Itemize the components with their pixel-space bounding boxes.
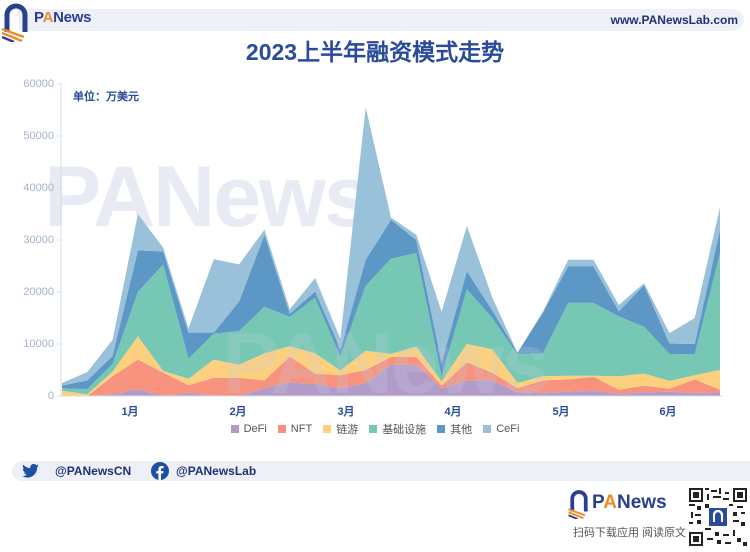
legend-swatch-icon — [483, 425, 492, 433]
y-tick: 60000 — [23, 78, 54, 90]
x-tick: 2月 — [229, 406, 247, 418]
legend-swatch-icon — [230, 425, 239, 433]
y-tick-marks — [57, 83, 61, 397]
x-tick: 1月 — [121, 406, 139, 418]
footer-brand: PANews — [592, 492, 667, 513]
legend-swatch-icon — [437, 425, 446, 433]
legend-swatch-icon — [369, 425, 378, 433]
legend-swatch-icon — [277, 425, 286, 433]
footer-tagline: 扫码下载应用 阅读原文 — [573, 527, 687, 539]
area-layers — [62, 107, 720, 396]
facebook-icon — [151, 462, 169, 480]
facebook-link[interactable]: @PANewsLab — [151, 461, 256, 481]
x-tick: 3月 — [337, 406, 355, 418]
social-bar — [12, 461, 750, 481]
y-tick: 40000 — [23, 182, 54, 194]
legend-item-defi[interactable]: DeFi — [230, 421, 267, 437]
qr-code-icon[interactable] — [689, 488, 747, 546]
area-CeFi — [62, 107, 720, 386]
y-tick: 30000 — [23, 234, 54, 246]
area-DeFi — [62, 364, 720, 396]
x-tick: 6月 — [659, 406, 677, 418]
twitter-icon — [22, 464, 39, 478]
y-tick: 10000 — [23, 338, 54, 350]
area-其他 — [62, 219, 720, 390]
panews-logo-icon — [2, 3, 28, 42]
y-tick: 50000 — [23, 130, 54, 142]
legend-item-other[interactable]: 其他 — [437, 421, 472, 437]
brand-logo-text: PANews — [34, 9, 92, 26]
chart-title: 2023上半年融资模式走势 — [245, 39, 505, 65]
legend-item-nft[interactable]: NFT — [277, 421, 312, 437]
y-tick: 20000 — [23, 286, 54, 298]
top-header-bar — [14, 9, 744, 31]
legend-item-cefi[interactable]: CeFi — [483, 421, 519, 437]
area-基础设施 — [62, 253, 720, 395]
x-tick: 5月 — [552, 406, 570, 418]
site-url[interactable]: www.PANewsLab.com — [610, 13, 738, 27]
area-NFT — [62, 356, 720, 396]
legend-item-infrastructure[interactable]: 基础设施 — [369, 421, 426, 437]
chart-legend: DeFi NFT 链游 基础设施 其他 CeFi — [0, 421, 750, 437]
x-tick: 4月 — [444, 406, 462, 418]
y-tick: 0 — [47, 390, 54, 402]
twitter-link[interactable]: @PANewsCN — [22, 461, 131, 481]
unit-label: 单位：万美元 — [73, 91, 139, 103]
footer-logo-icon — [568, 490, 588, 519]
legend-item-gamefi[interactable]: 链游 — [323, 421, 358, 437]
legend-swatch-icon — [323, 425, 332, 433]
